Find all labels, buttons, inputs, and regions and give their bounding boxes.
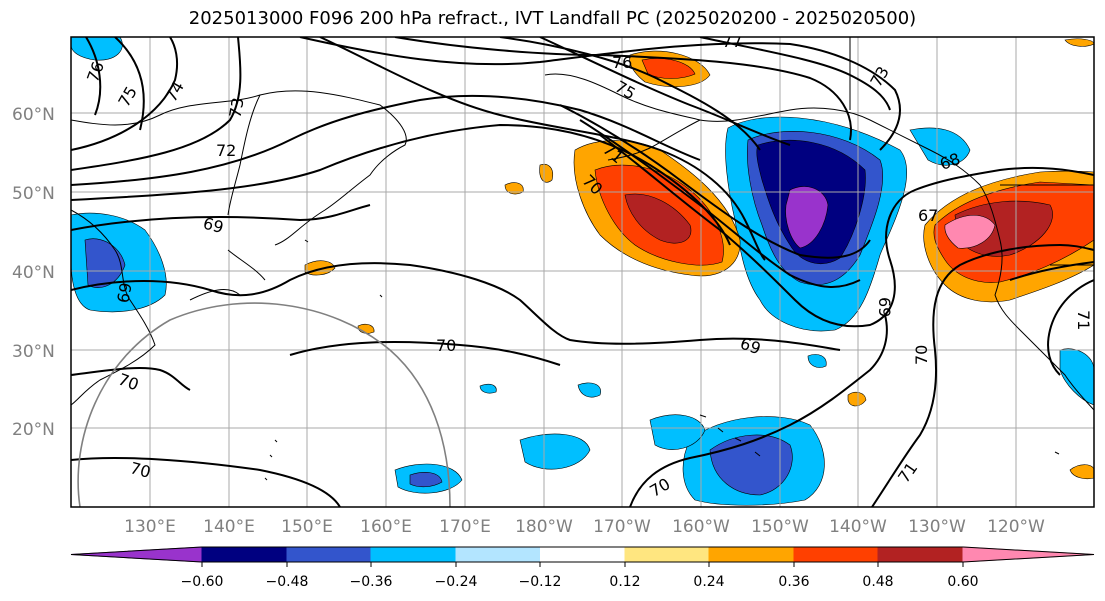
lon-label: 140°E (203, 517, 255, 537)
colorbar-segment (70, 546, 203, 563)
lat-label: 60°N (12, 105, 55, 125)
lon-label: 140°W (829, 517, 887, 537)
lon-label: 160°E (360, 517, 412, 537)
lon-label: 170°W (593, 517, 651, 537)
colorbar-segment (201, 546, 288, 563)
contour-label: 70 (912, 345, 931, 365)
colorbar-segment (877, 546, 964, 563)
colorbar-tick-labels: −0.60 −0.48 −0.36 −0.24 −0.12 0.12 0.24 … (181, 574, 979, 590)
lon-label: 150°E (281, 517, 333, 537)
japan-coast (189, 249, 266, 301)
colorbar-segment (793, 546, 879, 563)
colorbar-tick-label: 0.60 (947, 574, 978, 590)
map-title: 2025013000 F096 200 hPa refract., IVT La… (188, 8, 917, 29)
colorbar-tick-label: 0.24 (693, 574, 724, 590)
colorbar-segment (286, 546, 372, 563)
negative-anomaly-south-west (519, 433, 591, 470)
positive-anomaly-westcoast-pink (944, 214, 996, 249)
lon-label: 130°E (124, 517, 176, 537)
map-panel: 76 75 74 73 72 69 76 75 71 70 68 67 69 6… (71, 32, 1094, 507)
colorbar-tick-label: −0.60 (181, 574, 224, 590)
negative-anomaly-gulf (909, 127, 971, 166)
reference-circle (77, 302, 451, 507)
colorbar-tick-label: 0.48 (862, 574, 893, 590)
lon-label: 170°E (439, 517, 491, 537)
lon-label: 130°W (908, 517, 966, 537)
negative-anomaly-purple (785, 186, 829, 249)
colorbar-tick-label: 0.12 (609, 574, 640, 590)
latitude-labels: 60°N 50°N 40°N 30°N 20°N (12, 105, 55, 440)
lon-label: 150°W (751, 517, 809, 537)
alaska-coast (544, 73, 981, 186)
shaded-anomalies (71, 37, 1094, 506)
positive-anomaly-darkred (624, 193, 692, 244)
colorbar: −0.60 −0.48 −0.36 −0.24 −0.12 0.12 0.24 … (70, 546, 1095, 590)
gridlines (71, 37, 1094, 507)
contour-label: 76 (612, 53, 632, 72)
hawaii (699, 414, 761, 457)
longitude-labels: 130°E 140°E 150°E 160°E 170°E 180°W 170°… (124, 517, 1045, 537)
contour-label: 67 (918, 206, 938, 225)
lon-label: 120°W (987, 517, 1045, 537)
colorbar-segment (624, 546, 710, 563)
contour-label: 73 (225, 96, 247, 119)
colorbar-segment (370, 546, 457, 563)
colorbar-segments (70, 546, 1095, 563)
colorbar-tick-label: 0.36 (778, 574, 809, 590)
kamchatka-coast (227, 94, 261, 216)
colorbar-tick-label: −0.24 (435, 574, 478, 590)
colorbar-tick-label: −0.48 (266, 574, 309, 590)
contour-label: 72 (216, 141, 236, 160)
colorbar-tick-label: −0.12 (519, 574, 562, 590)
colorbar-segment (455, 546, 541, 563)
colorbar-tick-label: −0.36 (350, 574, 393, 590)
colorbar-segment (962, 546, 1095, 563)
negative-anomaly-south-mid (649, 414, 706, 450)
contour-label: 69 (113, 281, 135, 304)
lat-label: 30°N (12, 342, 55, 362)
contour-label: 71 (1074, 310, 1093, 330)
na-westcoast (979, 184, 1094, 411)
lat-label: 20°N (12, 420, 55, 440)
lat-label: 40°N (12, 263, 55, 283)
colorbar-ticks (201, 562, 964, 567)
asia-coastline (71, 90, 407, 246)
korea-china-coast (71, 209, 156, 406)
contour-label: 70 (436, 336, 456, 355)
small-islands (264, 239, 1060, 481)
colorbar-segment (540, 547, 625, 562)
height-contours (71, 37, 1094, 507)
map-frame (70, 36, 1095, 508)
lon-label: 160°W (672, 517, 730, 537)
contour-label: 70 (128, 458, 153, 482)
colorbar-segment (708, 546, 795, 563)
aleutians (607, 119, 701, 161)
contour-label: 69 (201, 213, 226, 237)
lat-label: 50°N (12, 184, 55, 204)
contour-label: 69 (875, 297, 894, 317)
lon-label: 180°W (515, 517, 573, 537)
contour-label: 77 (722, 32, 742, 51)
